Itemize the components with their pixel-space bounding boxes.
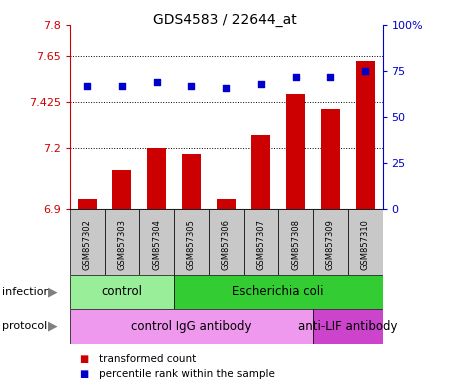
Bar xyxy=(251,134,270,209)
Text: anti-LIF antibody: anti-LIF antibody xyxy=(298,320,397,333)
Point xyxy=(118,83,126,89)
Point xyxy=(84,83,91,89)
Text: control IgG antibody: control IgG antibody xyxy=(131,320,252,333)
Text: GDS4583 / 22644_at: GDS4583 / 22644_at xyxy=(153,13,297,27)
Bar xyxy=(286,94,305,209)
Text: percentile rank within the sample: percentile rank within the sample xyxy=(99,369,275,379)
Text: GSM857310: GSM857310 xyxy=(360,219,369,270)
Text: Escherichia coli: Escherichia coli xyxy=(233,285,324,298)
Point xyxy=(188,83,195,89)
Bar xyxy=(243,209,278,275)
Point xyxy=(292,73,299,79)
Text: GSM857307: GSM857307 xyxy=(256,219,266,270)
Bar xyxy=(356,61,375,209)
Text: GSM857303: GSM857303 xyxy=(117,219,126,270)
Bar xyxy=(182,154,201,209)
Bar xyxy=(313,309,382,344)
Bar xyxy=(348,209,382,275)
Bar xyxy=(70,209,104,275)
Bar xyxy=(77,199,97,209)
Bar xyxy=(174,275,382,309)
Text: ▶: ▶ xyxy=(48,285,58,298)
Text: ■: ■ xyxy=(79,369,88,379)
Text: protocol: protocol xyxy=(2,321,48,331)
Bar xyxy=(147,148,166,209)
Bar xyxy=(216,199,236,209)
Bar xyxy=(70,309,313,344)
Text: ▶: ▶ xyxy=(48,320,58,333)
Bar xyxy=(112,170,131,209)
Point xyxy=(257,81,265,87)
Text: GSM857309: GSM857309 xyxy=(326,219,335,270)
Bar xyxy=(278,209,313,275)
Text: GSM857302: GSM857302 xyxy=(83,219,92,270)
Text: transformed count: transformed count xyxy=(99,354,196,364)
Text: ■: ■ xyxy=(79,354,88,364)
Point xyxy=(361,68,369,74)
Bar xyxy=(313,209,348,275)
Point xyxy=(222,84,230,91)
Text: GSM857308: GSM857308 xyxy=(291,219,300,270)
Bar xyxy=(70,275,174,309)
Text: GSM857305: GSM857305 xyxy=(187,219,196,270)
Text: GSM857304: GSM857304 xyxy=(152,219,161,270)
Text: GSM857306: GSM857306 xyxy=(221,219,230,270)
Text: control: control xyxy=(101,285,142,298)
Bar xyxy=(139,209,174,275)
Text: infection: infection xyxy=(2,287,51,297)
Bar xyxy=(321,109,340,209)
Bar xyxy=(104,209,139,275)
Point xyxy=(327,73,334,79)
Bar xyxy=(209,209,243,275)
Point xyxy=(153,79,160,85)
Bar xyxy=(174,209,209,275)
